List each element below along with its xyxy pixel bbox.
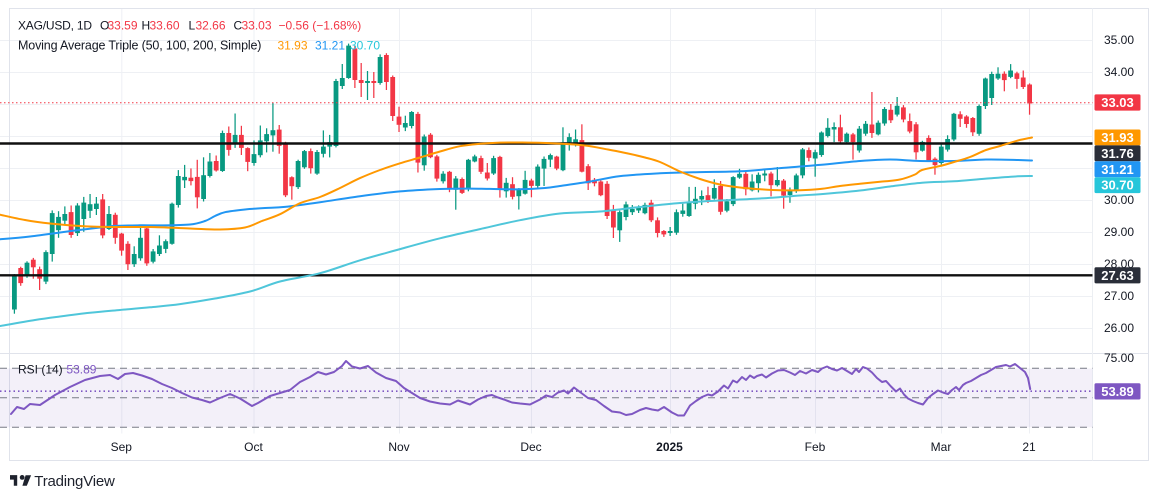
- svg-text:H: H: [142, 19, 151, 33]
- svg-text:29.00: 29.00: [1104, 225, 1134, 239]
- svg-text:Moving Average Triple (50, 100: Moving Average Triple (50, 100, 200, Sim…: [18, 38, 261, 52]
- svg-text:Sep: Sep: [111, 440, 133, 454]
- svg-text:34.00: 34.00: [1104, 65, 1134, 79]
- svg-text:−0.56 (−1.68%): −0.56 (−1.68%): [279, 19, 362, 33]
- svg-text:30.70: 30.70: [350, 38, 380, 52]
- svg-text:53.89: 53.89: [66, 363, 96, 377]
- svg-text:C: C: [234, 19, 243, 33]
- svg-text:31.21: 31.21: [315, 38, 345, 52]
- svg-text:O: O: [100, 19, 109, 33]
- svg-text:31.21: 31.21: [1101, 162, 1134, 177]
- svg-text:33.03: 33.03: [242, 19, 272, 33]
- svg-text:30.00: 30.00: [1104, 193, 1134, 207]
- svg-text:33.59: 33.59: [108, 19, 138, 33]
- svg-text:75.00: 75.00: [1104, 351, 1134, 365]
- svg-text:Feb: Feb: [805, 440, 826, 454]
- svg-text:Nov: Nov: [388, 440, 409, 454]
- svg-text:Oct: Oct: [244, 440, 263, 454]
- svg-text:33.03: 33.03: [1101, 95, 1134, 110]
- svg-text:31.93: 31.93: [278, 38, 308, 52]
- svg-text:33.60: 33.60: [150, 19, 180, 33]
- svg-text:21: 21: [1022, 440, 1036, 454]
- svg-text:26.00: 26.00: [1104, 321, 1134, 335]
- svg-text:RSI (14): RSI (14): [18, 363, 63, 377]
- svg-text:30.70: 30.70: [1101, 178, 1134, 193]
- svg-text:2025: 2025: [656, 440, 683, 454]
- svg-text:27.00: 27.00: [1104, 289, 1134, 303]
- svg-text:L: L: [189, 19, 196, 33]
- svg-text:Mar: Mar: [931, 440, 952, 454]
- svg-text:Dec: Dec: [520, 440, 541, 454]
- svg-text:32.66: 32.66: [196, 19, 226, 33]
- svg-text:53.89: 53.89: [1101, 384, 1134, 399]
- svg-text:31.76: 31.76: [1101, 146, 1134, 161]
- svg-text:31.93: 31.93: [1101, 130, 1134, 145]
- svg-text:27.63: 27.63: [1101, 268, 1134, 283]
- svg-text:35.00: 35.00: [1104, 33, 1134, 47]
- svg-text:XAG/USD, 1D: XAG/USD, 1D: [18, 19, 92, 33]
- svg-text:TradingView: TradingView: [34, 473, 115, 490]
